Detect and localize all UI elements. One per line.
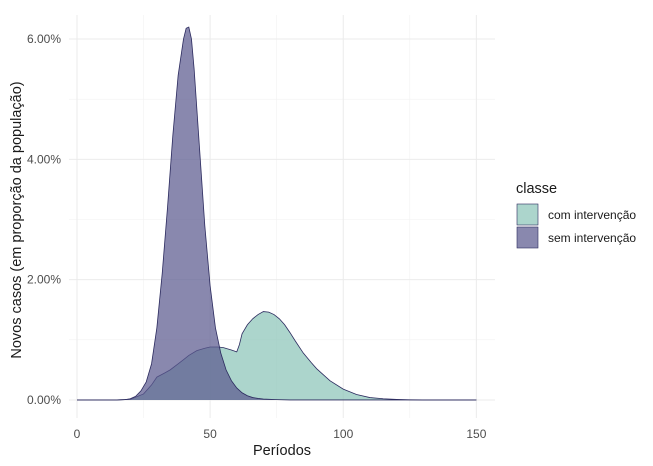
x-tick-label: 0 xyxy=(74,427,81,441)
area-sem-intervencao xyxy=(76,27,477,400)
x-tick-label: 50 xyxy=(203,427,217,441)
legend-title: classe xyxy=(516,181,557,197)
area-com-intervencao xyxy=(76,311,477,400)
legend-label-sem-intervencao: sem intervenção xyxy=(548,231,636,245)
x-tick-label: 150 xyxy=(466,427,486,441)
line-sem-intervencao xyxy=(76,26,477,401)
legend-swatch-sem-intervencao xyxy=(516,226,539,249)
legend-label-com-intervencao: com intervenção xyxy=(548,208,636,222)
y-tick-label: 4.00% xyxy=(27,152,61,166)
y-tick-label: 0.00% xyxy=(27,393,61,407)
series-areas xyxy=(76,26,477,401)
grid-minor xyxy=(69,15,495,418)
legend-swatch-com-intervencao xyxy=(516,203,539,226)
x-axis-title: Períodos xyxy=(253,443,311,459)
y-axis-ticks: 0.00% 2.00% 4.00% 6.00% xyxy=(27,32,61,407)
x-tick-label: 100 xyxy=(333,427,353,441)
x-axis-ticks: 0 50 100 150 xyxy=(74,427,487,441)
y-tick-label: 2.00% xyxy=(27,273,61,287)
legend: classe com intervenção sem intervenção xyxy=(516,181,636,249)
y-tick-label: 6.00% xyxy=(27,32,61,46)
y-axis-title: Novos casos (em proporção da população) xyxy=(9,81,25,358)
